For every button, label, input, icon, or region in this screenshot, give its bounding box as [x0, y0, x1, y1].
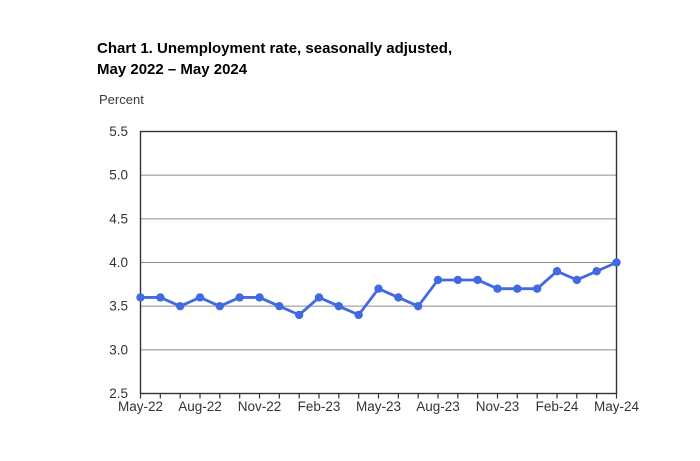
x-axis-tick-label: Aug-22 — [178, 399, 222, 414]
y-axis-tick-label: 2.5 — [109, 386, 128, 401]
data-point — [314, 293, 324, 302]
y-axis-tick-label: 5.0 — [109, 168, 128, 183]
y-axis-tick-label: 4.5 — [109, 211, 128, 226]
data-point — [493, 284, 502, 293]
data-point — [215, 301, 225, 311]
data-point — [592, 267, 601, 276]
data-point — [334, 301, 344, 311]
x-axis-tick-label: Nov-23 — [476, 399, 520, 414]
y-axis-unit-label: Percent — [99, 92, 144, 107]
data-point — [275, 301, 284, 311]
x-axis-tick-label: Nov-22 — [238, 399, 282, 414]
data-point — [513, 284, 522, 293]
data-point — [612, 258, 621, 267]
data-point — [453, 275, 463, 285]
data-point — [156, 293, 165, 302]
x-axis-tick-label: Feb-24 — [536, 399, 579, 414]
data-point — [374, 284, 383, 293]
x-axis-tick-label: Feb-23 — [298, 399, 341, 414]
y-axis-tick-label: 3.0 — [109, 342, 128, 357]
data-point — [136, 293, 145, 302]
y-axis-tick-label: 3.5 — [109, 299, 128, 314]
data-point — [572, 275, 582, 285]
data-point — [532, 284, 542, 293]
x-axis-tick-label: May-23 — [356, 399, 401, 414]
chart-title-line-2: May 2022 – May 2024 — [97, 61, 248, 78]
x-axis-tick-label: Aug-23 — [416, 399, 460, 414]
y-axis-tick-label: 5.5 — [109, 124, 128, 139]
data-point — [473, 275, 482, 285]
x-axis-tick-label: May-24 — [594, 399, 640, 414]
data-point — [354, 310, 363, 320]
data-point — [552, 267, 562, 276]
chart-title: Chart 1. Unemployment rate, seasonally a… — [97, 38, 577, 80]
data-point — [394, 293, 403, 302]
data-point — [294, 310, 304, 320]
data-point — [255, 293, 264, 302]
chart-title-line-1: Chart 1. Unemployment rate, seasonally a… — [97, 40, 453, 57]
data-point — [235, 293, 244, 302]
x-axis-tick-label: May-22 — [118, 399, 163, 414]
data-point — [413, 301, 423, 311]
y-axis-tick-label: 4.0 — [109, 255, 128, 270]
data-point — [433, 275, 443, 285]
data-point — [175, 301, 185, 311]
data-point — [195, 293, 205, 302]
